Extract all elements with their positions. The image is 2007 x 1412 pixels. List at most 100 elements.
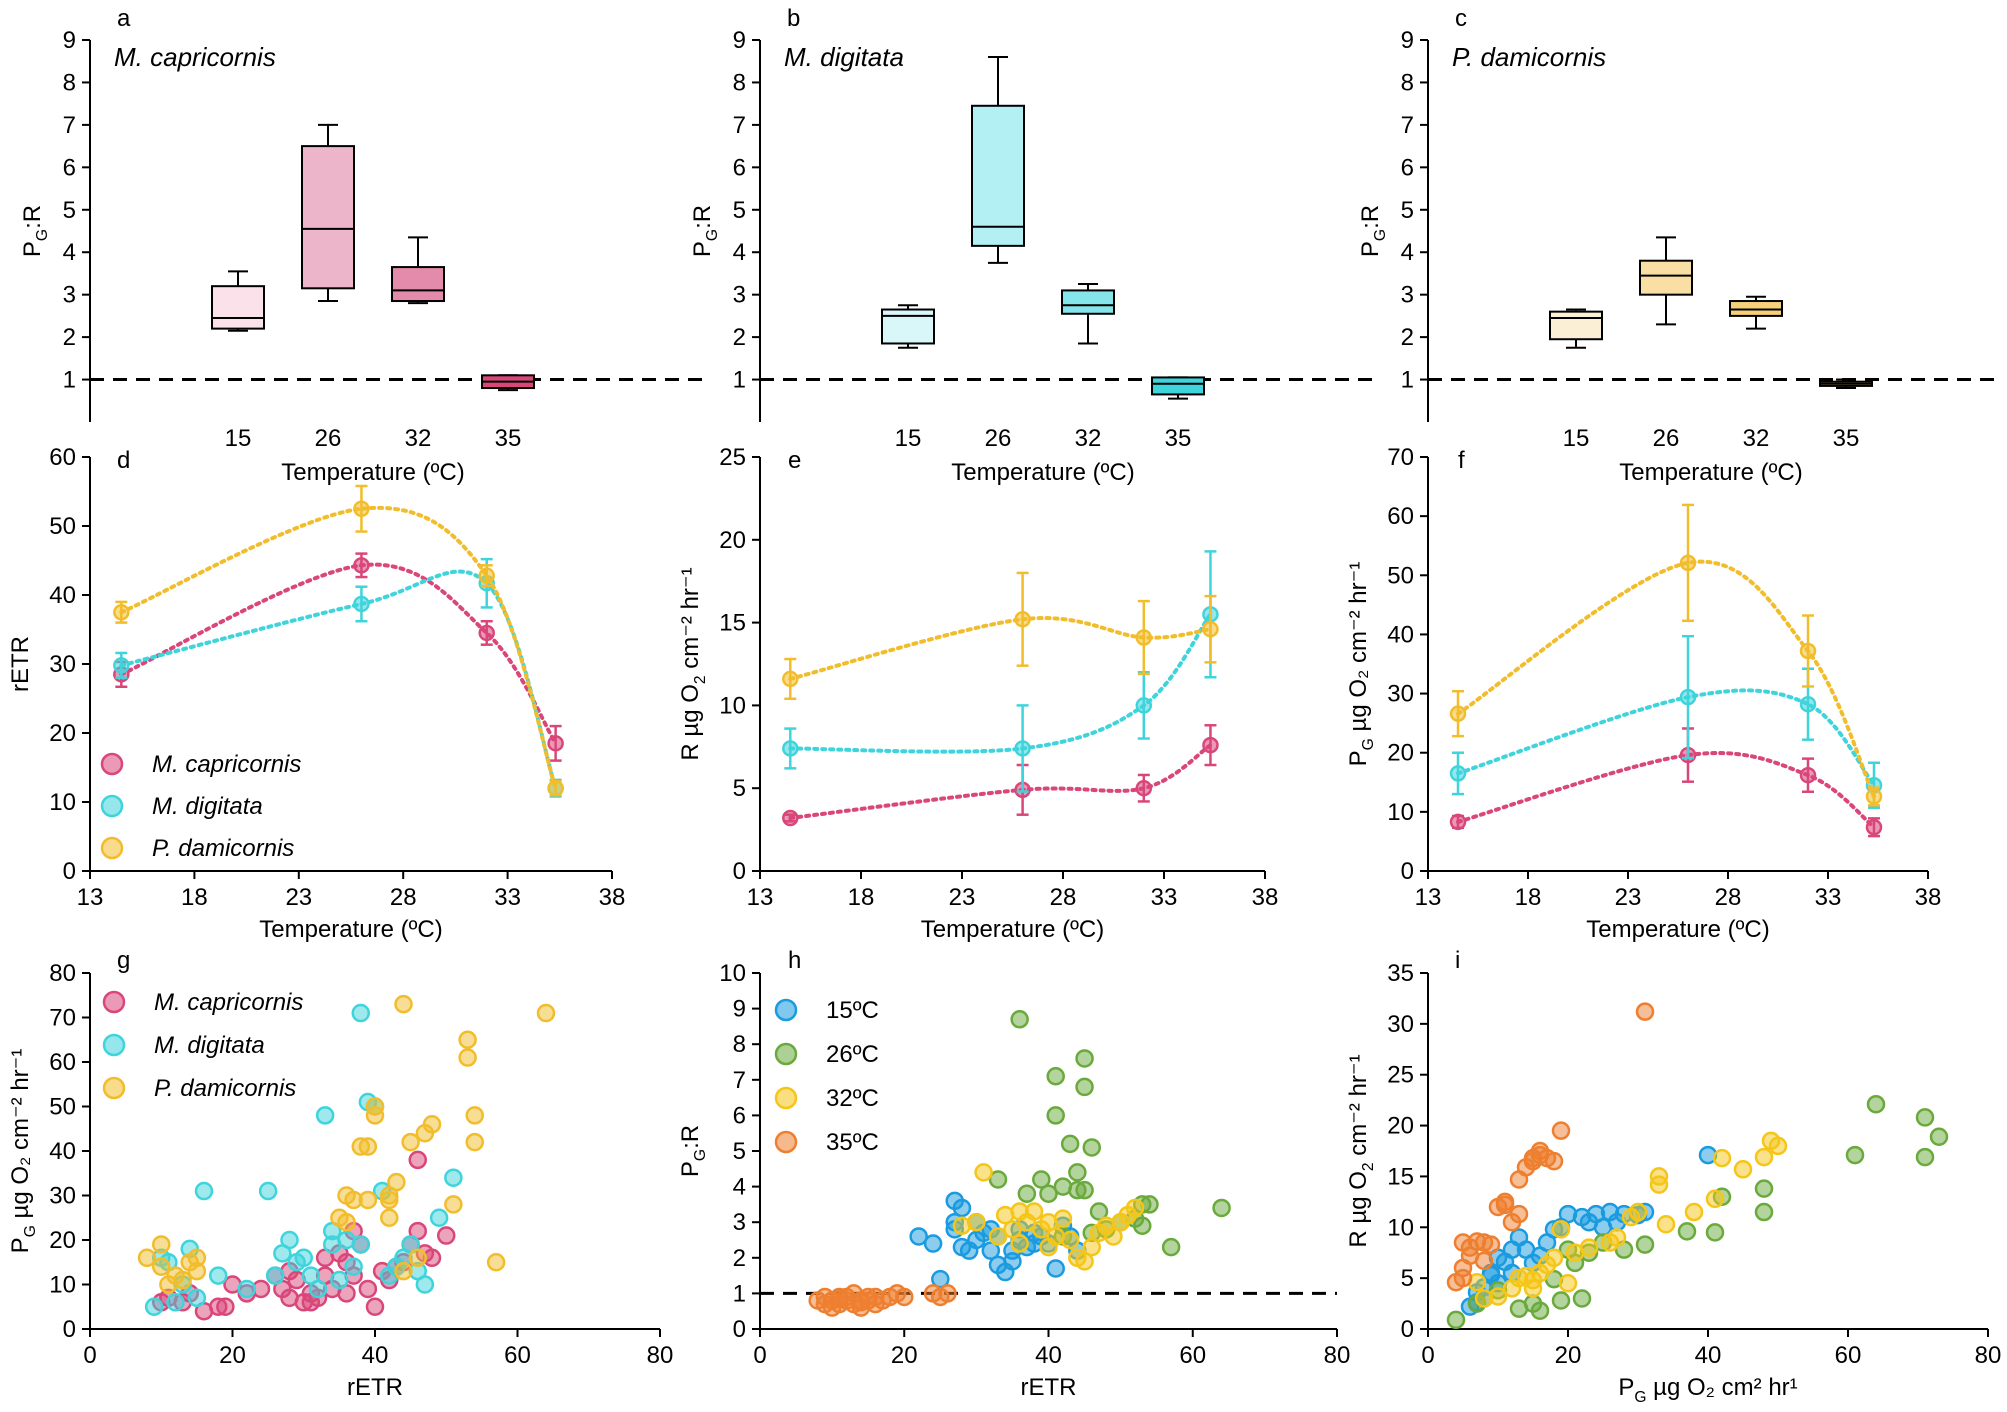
- scatter-point: [387, 1172, 406, 1192]
- series-t35: [1446, 1002, 1655, 1292]
- scatter-point: [1010, 1010, 1029, 1029]
- scatter-point: [536, 1003, 556, 1023]
- data-point: [1799, 695, 1817, 713]
- x-axis-label: Temperature (ºC): [1619, 459, 1802, 486]
- data-point: [1679, 554, 1697, 572]
- y-tick-label: 4: [1401, 239, 1414, 266]
- box-32: [1061, 283, 1115, 345]
- scatter-point: [1075, 1049, 1094, 1068]
- data-point: [547, 735, 564, 752]
- y-tick-label: 5: [1401, 197, 1414, 224]
- x-tick-label: 40: [1035, 1342, 1062, 1369]
- scatter-point: [1754, 1147, 1774, 1167]
- scatter-point: [1082, 1138, 1102, 1157]
- scatter-point: [465, 1132, 484, 1152]
- x-axis-label: Temperature (ºC): [281, 459, 464, 486]
- y-tick-label: 25: [1387, 1062, 1414, 1089]
- y-tick-label: 20: [1387, 1113, 1414, 1140]
- box-32: [1729, 295, 1783, 330]
- scatter-point: [1866, 1094, 1886, 1114]
- scatter-point: [981, 1241, 1001, 1260]
- y-axis-label-main: P: [19, 241, 46, 257]
- y-tick-label: 40: [49, 582, 76, 609]
- scatter-point: [1845, 1145, 1865, 1165]
- x-axis-label: rETR: [1021, 1374, 1077, 1401]
- scatter-point: [1003, 1220, 1022, 1239]
- data-point: [353, 500, 370, 517]
- box-iqr: [1729, 300, 1783, 317]
- legend-marker: [100, 836, 124, 860]
- scatter-point: [1635, 1235, 1655, 1254]
- y-axis-label-sub: 2: [692, 675, 709, 684]
- y-tick-label: 6: [1401, 154, 1414, 181]
- y-tick-label: 5: [63, 197, 76, 224]
- y-axis-label: PG:R: [677, 1125, 709, 1177]
- panel-g: g 0 10 20 30 40 50 60 70 80 0 20 40 60 80 rETR PG µg O₂ …: [7, 947, 673, 1401]
- x-tick-label: 35: [1165, 425, 1192, 452]
- x-tick-label: 18: [181, 884, 208, 911]
- scatter-point: [1125, 1198, 1145, 1218]
- data-point: [113, 604, 130, 621]
- y-axis-label-main: P: [1357, 241, 1384, 257]
- scatter-point: [1579, 1238, 1599, 1257]
- scatter-point: [1551, 1220, 1571, 1239]
- scatter-point: [315, 1106, 335, 1125]
- x-axis-label: Temperature (ºC): [921, 916, 1104, 943]
- trend-line: [119, 569, 558, 791]
- scatter-point: [1039, 1237, 1058, 1257]
- x-axis-label: Temperature (ºC): [259, 916, 442, 943]
- series-t32: [1467, 1131, 1788, 1308]
- scatter-point: [422, 1115, 442, 1134]
- y-tick-label: 6: [733, 154, 746, 181]
- scatter-point: [380, 1208, 399, 1227]
- y-tick-label: 50: [49, 513, 76, 540]
- box-iqr: [971, 104, 1025, 247]
- scatter-point: [1712, 1148, 1732, 1168]
- scatter-point: [258, 1181, 278, 1201]
- x-tick-label: 33: [1815, 884, 1842, 911]
- y-axis-label: R µg O2 cm⁻² hr⁻¹: [677, 567, 709, 760]
- y-tick-label: 9: [733, 996, 746, 1023]
- scatter-point: [1656, 1214, 1676, 1234]
- x-tick-label: 23: [1615, 884, 1642, 911]
- y-tick-label: 35: [1387, 960, 1414, 987]
- y-tick-label: 60: [1387, 503, 1414, 530]
- y-tick-label: 20: [1387, 740, 1414, 767]
- scatter-point: [1133, 1216, 1152, 1236]
- scatter-point: [1628, 1202, 1648, 1222]
- x-axis-label-sub: G: [1634, 1389, 1646, 1406]
- panel-letter-b: b: [787, 5, 800, 32]
- y-tick-label: 1: [733, 367, 746, 394]
- scatter-point: [365, 1106, 385, 1125]
- y-tick-label: 2: [63, 324, 76, 351]
- scatter-point: [1495, 1195, 1515, 1215]
- data-point: [478, 567, 495, 584]
- x-tick-label: 0: [83, 1342, 96, 1369]
- y-axis-label-sub: G: [1360, 738, 1377, 750]
- box-15: [211, 270, 265, 332]
- y-tick-label: 15: [719, 610, 746, 637]
- scatter-point: [209, 1266, 228, 1285]
- y-tick-label: 8: [733, 1031, 746, 1058]
- y-axis-label: rETR: [7, 636, 34, 692]
- y-tick-label: 5: [733, 1138, 746, 1165]
- scatter-point: [1446, 1310, 1466, 1330]
- x-axis-label-main: P: [1618, 1374, 1634, 1401]
- y-tick-label: 1: [63, 367, 76, 394]
- scatter-point: [1046, 1106, 1065, 1125]
- series-mcap: [1449, 727, 1883, 838]
- y-tick-label: 10: [719, 960, 746, 987]
- y-axis-label-sub: G: [692, 1149, 709, 1161]
- legend-marker: [774, 1042, 798, 1066]
- data-point: [1202, 620, 1219, 638]
- x-tick-label: 26: [315, 425, 342, 452]
- y-tick-label: 60: [49, 444, 76, 471]
- data-point: [1799, 642, 1817, 660]
- x-tick-label: 80: [1324, 1342, 1351, 1369]
- data-point: [547, 779, 564, 797]
- trend-line: [119, 505, 558, 791]
- scatter-point: [938, 1284, 957, 1303]
- y-axis-label-main: P: [677, 1161, 704, 1177]
- legend-marker: [100, 752, 124, 776]
